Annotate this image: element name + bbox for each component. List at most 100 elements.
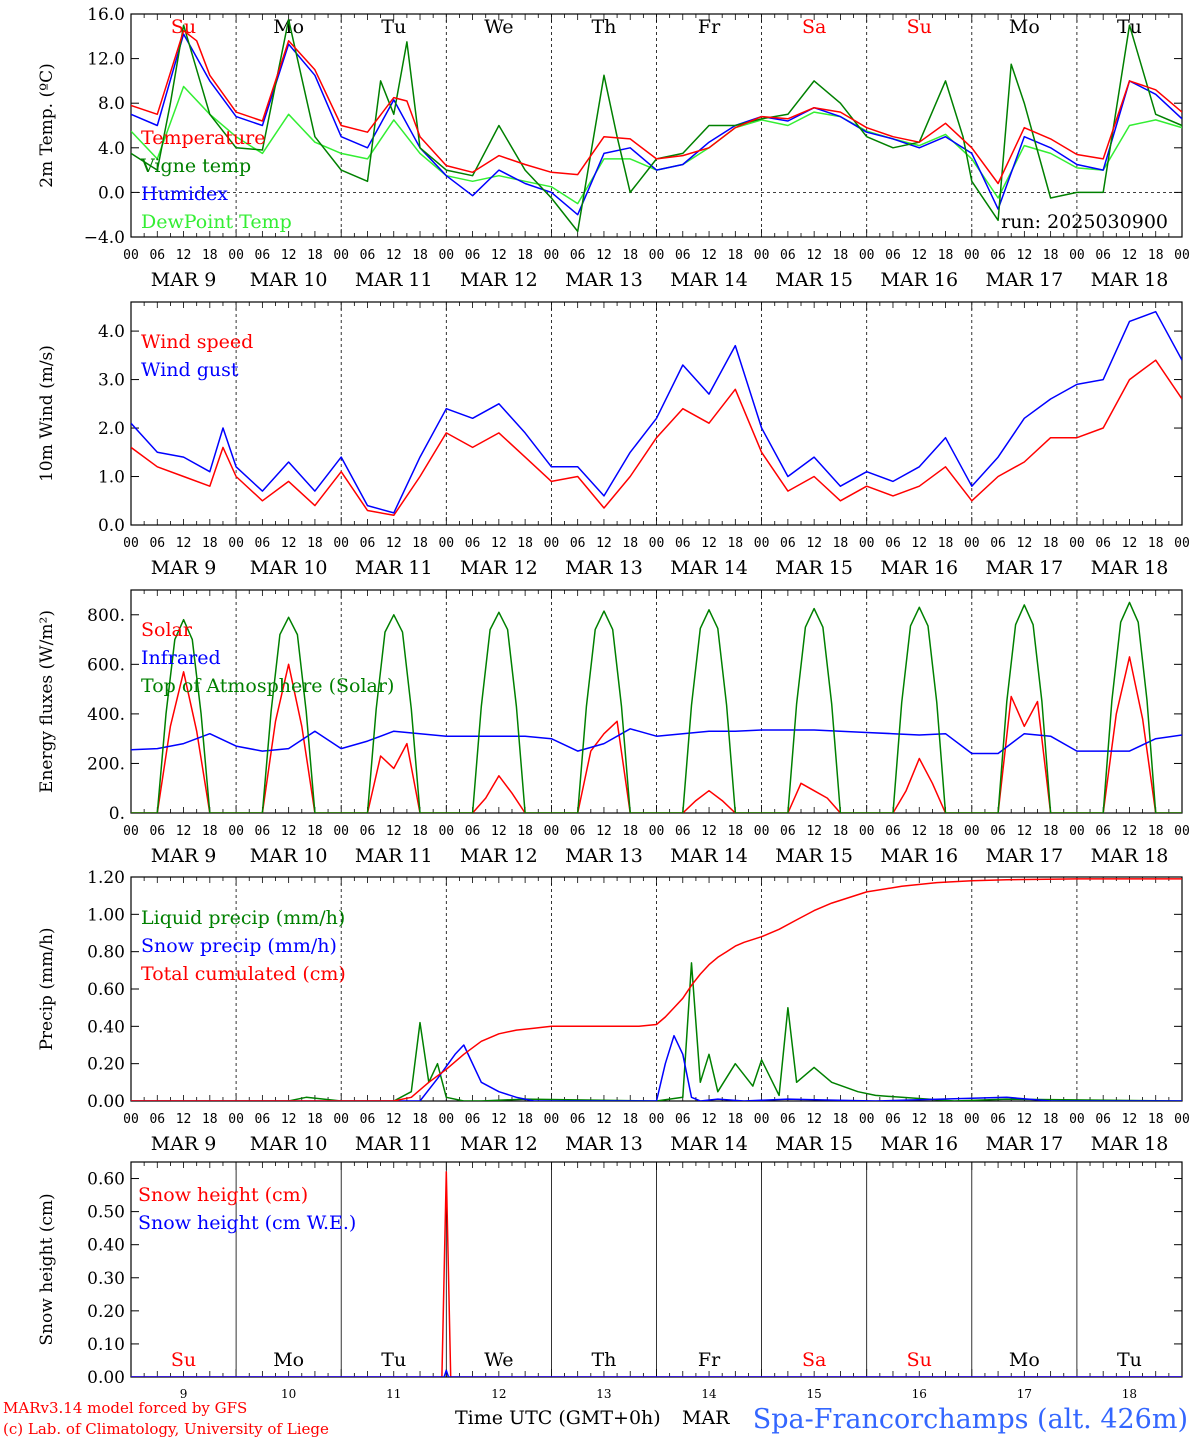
legend-entry: Snow height (cm W.E.) [138, 1212, 356, 1234]
x-date-label: MAR 18 [1091, 1133, 1169, 1155]
x-hour-label: 00 [438, 824, 454, 839]
x-hour-label: 06 [885, 536, 901, 551]
x-hour-label: 12 [1017, 1112, 1033, 1127]
x-hour-label: 00 [544, 1112, 560, 1127]
series-line-humidex [131, 33, 1182, 216]
y-tick-label: 12.0 [87, 50, 125, 70]
x-hour-label: 12 [596, 536, 612, 551]
x-hour-label: 00 [859, 1112, 875, 1127]
x-hour-label: 00 [333, 1112, 349, 1127]
x-hour-label: 18 [833, 248, 849, 263]
x-date-label: MAR 15 [775, 845, 853, 867]
x-date-label: MAR 11 [355, 1133, 433, 1155]
x-hour-label: 12 [1017, 824, 1033, 839]
x-hour-label: 12 [386, 1112, 402, 1127]
x-hour-label: 06 [1095, 536, 1111, 551]
x-hour-label: 18 [202, 248, 218, 263]
x-hour-label: 06 [149, 536, 165, 551]
x-hour-label: 18 [1148, 248, 1164, 263]
day-number-label: 10 [281, 1387, 296, 1401]
legend-entry: Wind gust [141, 359, 239, 381]
x-hour-label: 00 [1069, 248, 1085, 263]
x-hour-label: 00 [123, 248, 139, 263]
x-date-label: MAR 12 [460, 557, 538, 579]
run-label: run: 2025030900 [1001, 211, 1168, 233]
x-hour-label: 18 [517, 1112, 533, 1127]
x-hour-label: 06 [360, 824, 376, 839]
y-tick-label: 1.20 [87, 868, 125, 888]
x-hour-label: 06 [780, 248, 796, 263]
x-date-label: MAR 12 [460, 269, 538, 291]
weekday-label: Sa [802, 16, 826, 38]
x-hour-label: 12 [281, 536, 297, 551]
panel-frame [130, 589, 1183, 814]
x-hour-label: 12 [806, 248, 822, 263]
x-date-label: MAR 9 [151, 1133, 217, 1155]
x-hour-label: 06 [360, 248, 376, 263]
x-hour-label: 06 [570, 248, 586, 263]
day-number-label: 14 [701, 1387, 717, 1401]
x-date-label: MAR 15 [775, 1133, 853, 1155]
x-hour-label: 18 [938, 248, 954, 263]
x-date-label: MAR 12 [460, 845, 538, 867]
x-hour-label: 00 [964, 824, 980, 839]
x-hour-label: 18 [202, 824, 218, 839]
x-hour-label: 06 [990, 536, 1006, 551]
panel-frame [130, 301, 1183, 526]
x-hour-label: 00 [859, 248, 875, 263]
day-number-label: 15 [807, 1387, 822, 1401]
weekday-label: Mo [1009, 16, 1040, 38]
day-number-label: 17 [1017, 1387, 1032, 1401]
x-date-label: MAR 18 [1091, 269, 1169, 291]
x-hour-label: 12 [596, 824, 612, 839]
weekday-label: Sa [802, 1349, 826, 1371]
y-tick-label: 1.00 [87, 905, 125, 925]
x-hour-label: 12 [176, 536, 192, 551]
x-hour-label: 12 [701, 248, 717, 263]
y-axis-label: 2m Temp. (ºC) [37, 63, 57, 188]
x-hour-label: 00 [333, 536, 349, 551]
legend-entry: Total cumulated (cm) [141, 963, 346, 985]
y-tick-label: 0.0 [98, 516, 125, 536]
x-hour-label: 12 [911, 1112, 927, 1127]
x-hour-label: 18 [307, 1112, 323, 1127]
y-tick-label: 8.0 [98, 94, 125, 114]
series-line-wind-gust [131, 310, 1182, 514]
x-hour-label: 00 [228, 1112, 244, 1127]
x-hour-label: 00 [123, 824, 139, 839]
x-hour-label: 06 [990, 824, 1006, 839]
day-number-label: 13 [596, 1387, 611, 1401]
x-hour-label: 18 [938, 824, 954, 839]
x-hour-label: 06 [780, 1112, 796, 1127]
x-hour-label: 00 [333, 248, 349, 263]
panel-frame [130, 13, 1183, 238]
x-hour-label: 12 [1122, 1112, 1138, 1127]
weekday-label: Su [907, 16, 932, 38]
x-hour-label: 12 [281, 824, 297, 839]
x-hour-label: 00 [754, 1112, 770, 1127]
x-hour-label: 18 [1148, 536, 1164, 551]
x-date-label: MAR 13 [565, 845, 643, 867]
x-hour-label: 18 [202, 1112, 218, 1127]
weekday-label: Tu [1117, 1349, 1142, 1371]
x-date-label: MAR 17 [985, 269, 1063, 291]
x-hour-label: 06 [570, 536, 586, 551]
panel-energy: 0. 200. 400. 600. 800. Energy fluxes (W/m²) 00… [37, 589, 1190, 867]
x-hour-label: 06 [149, 1112, 165, 1127]
series-line-total-cumulated-cm [131, 878, 1182, 1101]
x-hour-label: 06 [465, 248, 481, 263]
x-date-label: MAR 14 [670, 845, 748, 867]
legend-entry: Snow height (cm) [138, 1184, 308, 1206]
x-hour-label: 00 [438, 536, 454, 551]
x-hour-label: 12 [1122, 536, 1138, 551]
x-hour-label: 12 [701, 1112, 717, 1127]
x-hour-label: 00 [333, 824, 349, 839]
weekday-label: We [484, 16, 513, 38]
x-date-label: MAR 15 [775, 269, 853, 291]
footer-time-axis-label: Time UTC (GMT+0h) [455, 1407, 661, 1429]
legend-entry: Vigne temp [140, 155, 251, 177]
x-hour-label: 06 [990, 248, 1006, 263]
x-hour-label: 18 [622, 536, 638, 551]
y-tick-label: 4.0 [98, 139, 125, 159]
